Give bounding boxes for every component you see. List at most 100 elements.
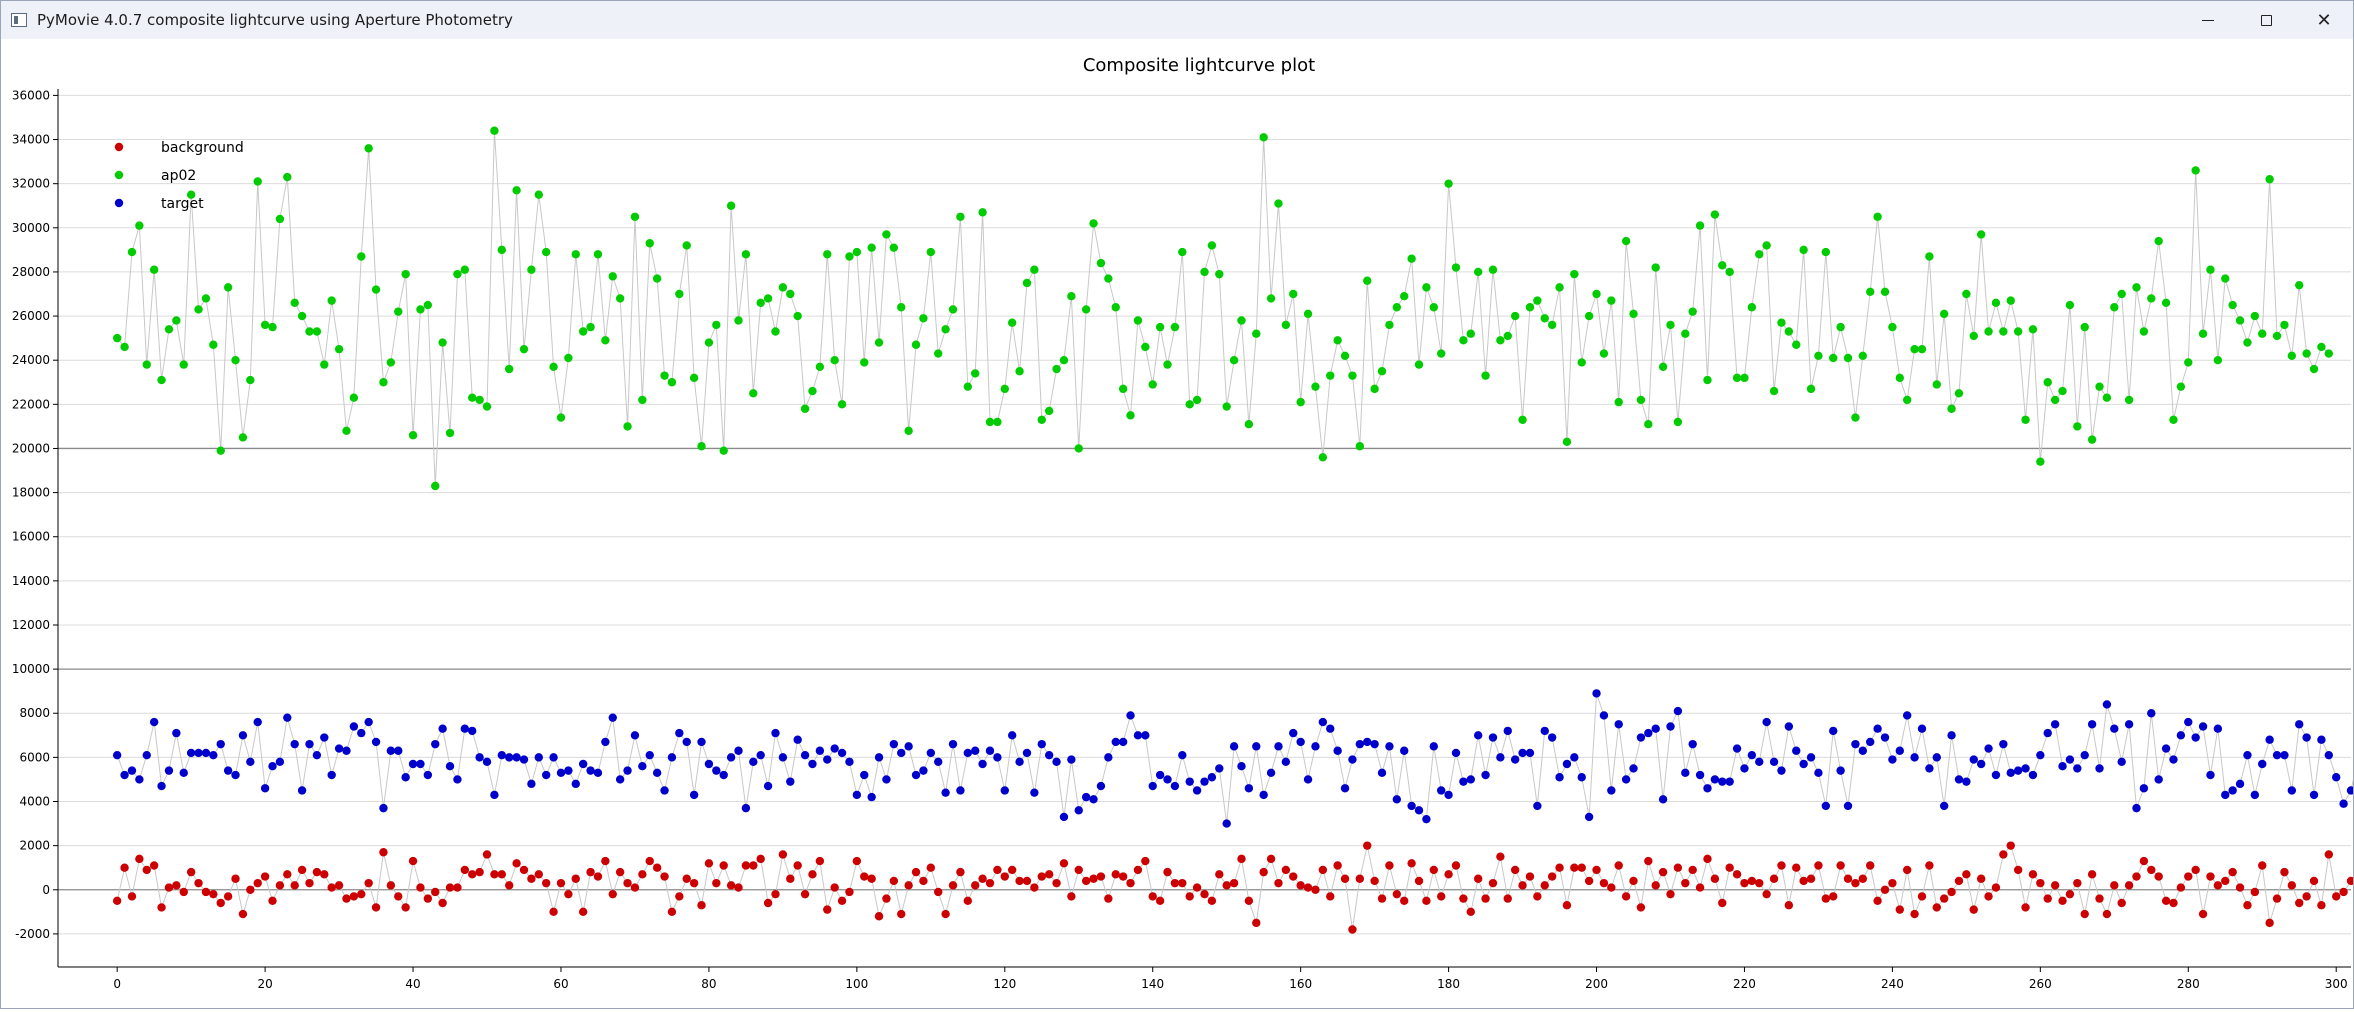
data-point xyxy=(1762,717,1771,727)
data-point xyxy=(2036,457,2045,466)
data-point xyxy=(364,717,373,727)
data-point xyxy=(2013,865,2023,875)
data-point xyxy=(2050,720,2060,729)
data-point xyxy=(1710,775,1720,784)
data-point xyxy=(1925,252,1934,261)
data-point xyxy=(2191,865,2200,875)
data-point xyxy=(778,753,788,762)
data-point xyxy=(1695,883,1705,892)
data-point xyxy=(830,356,839,365)
data-point xyxy=(1163,360,1172,369)
data-point xyxy=(1363,276,1372,285)
data-point xyxy=(305,739,314,749)
data-point xyxy=(379,803,388,813)
data-point xyxy=(1459,777,1468,786)
data-point xyxy=(1451,861,1461,870)
title-bar[interactable]: PyMovie 4.0.7 composite lightcurve using… xyxy=(1,1,2353,39)
data-point xyxy=(1939,801,1949,811)
data-point xyxy=(2169,898,2178,908)
data-point xyxy=(1658,867,1668,877)
minimize-button[interactable] xyxy=(2179,1,2237,39)
data-point xyxy=(1976,759,1986,769)
data-point xyxy=(934,757,943,766)
data-point xyxy=(1422,814,1431,824)
data-point xyxy=(1496,336,1505,345)
data-point xyxy=(852,856,862,866)
y-tick-label: -2000 xyxy=(15,927,50,941)
data-point xyxy=(897,303,906,312)
data-point xyxy=(882,230,891,239)
data-point xyxy=(1037,872,1046,881)
data-point xyxy=(2317,735,2326,744)
data-point xyxy=(1939,309,1949,319)
data-point xyxy=(704,338,714,347)
data-point xyxy=(135,854,144,864)
data-point xyxy=(1311,742,1320,751)
data-point xyxy=(305,878,314,888)
data-point xyxy=(157,375,166,385)
data-point xyxy=(911,770,921,780)
data-point xyxy=(1858,351,1868,360)
data-point xyxy=(682,874,691,883)
data-point xyxy=(2087,720,2097,729)
data-point xyxy=(1969,331,1978,341)
data-point xyxy=(1932,380,1941,389)
data-point xyxy=(1259,133,1268,142)
data-point xyxy=(1688,865,1697,875)
data-point xyxy=(423,300,433,310)
data-point xyxy=(416,883,425,892)
data-point xyxy=(475,753,484,762)
data-point xyxy=(2184,717,2193,727)
data-point xyxy=(157,781,166,791)
data-point xyxy=(216,739,225,749)
data-point xyxy=(297,865,307,875)
data-point xyxy=(1976,874,1986,883)
data-point xyxy=(697,737,706,747)
data-point xyxy=(1266,294,1276,303)
data-point xyxy=(357,252,366,261)
data-point xyxy=(638,395,647,405)
data-point xyxy=(1858,874,1868,883)
data-point xyxy=(549,907,558,917)
data-point xyxy=(364,878,373,888)
data-point xyxy=(157,903,166,912)
data-point xyxy=(660,371,669,380)
data-point xyxy=(1592,865,1601,875)
data-point xyxy=(1037,415,1046,424)
y-tick-label: 18000 xyxy=(12,486,50,500)
legend: background ap02 target xyxy=(114,140,244,212)
data-point xyxy=(2309,876,2319,886)
data-point xyxy=(1067,892,1076,901)
data-point xyxy=(2087,435,2097,444)
data-point xyxy=(327,883,336,892)
data-point xyxy=(852,790,862,800)
data-point xyxy=(1385,742,1394,751)
data-point xyxy=(985,417,995,427)
data-point xyxy=(867,243,876,252)
data-point xyxy=(1902,865,1912,875)
data-point xyxy=(2110,881,2119,890)
data-point xyxy=(660,872,669,881)
data-point xyxy=(416,305,425,314)
data-point xyxy=(1577,863,1586,872)
data-point xyxy=(978,759,987,769)
data-point xyxy=(135,775,144,784)
x-tick-label: 240 xyxy=(1881,977,1904,991)
data-point xyxy=(926,748,936,758)
data-point xyxy=(1178,750,1187,760)
data-point xyxy=(1673,863,1683,872)
plot-area[interactable]: Composite lightcurve plot -2000 0 2000 4000… xyxy=(1,39,2354,1008)
data-point xyxy=(1348,755,1357,764)
data-point xyxy=(1629,309,1638,319)
data-point xyxy=(2324,349,2334,358)
data-point xyxy=(1289,872,1298,881)
data-point xyxy=(1555,283,1564,292)
data-point xyxy=(971,881,980,890)
data-point xyxy=(209,889,218,899)
close-button[interactable]: ✕ xyxy=(2295,1,2353,39)
maximize-button[interactable] xyxy=(2237,1,2295,39)
lightcurve-plot[interactable]: Composite lightcurve plot -2000020004000… xyxy=(1,39,2354,1008)
data-point xyxy=(1947,731,1956,740)
data-point xyxy=(1052,364,1061,374)
data-point xyxy=(475,395,484,405)
